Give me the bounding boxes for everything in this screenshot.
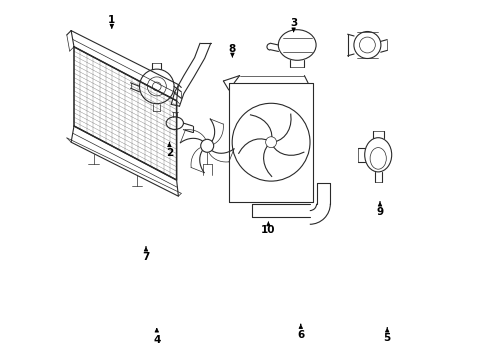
Text: 9: 9 — [376, 202, 384, 217]
Text: 4: 4 — [153, 329, 161, 345]
Text: 2: 2 — [166, 143, 173, 158]
Text: 7: 7 — [142, 247, 149, 262]
Text: 6: 6 — [297, 324, 304, 340]
Text: 3: 3 — [290, 18, 297, 32]
Text: 8: 8 — [229, 44, 236, 57]
Text: 5: 5 — [384, 328, 391, 343]
Text: 1: 1 — [108, 15, 116, 28]
Text: 10: 10 — [261, 222, 276, 235]
